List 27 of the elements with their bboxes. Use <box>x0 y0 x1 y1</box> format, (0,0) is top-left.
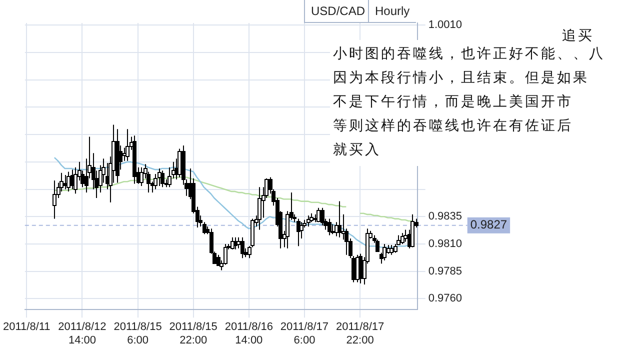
annotation: 小时图的吞噬线，也许正好不能、、八 <box>333 44 606 63</box>
text: 追买 <box>562 26 595 45</box>
chart-title: USD/CAD <box>304 0 372 23</box>
y-tick-label: 0.9785 <box>428 265 462 278</box>
annotation: 等则这样的吞噬线也许在有佐证后 <box>333 116 574 135</box>
annotation: 不是下午行情，而是晚上美国开市 <box>333 92 574 111</box>
x-tick-label: 2011/8/16 14:00 <box>224 321 273 346</box>
x-tick-label: 2011/8/11 <box>2 321 50 334</box>
candlestick <box>258 186 262 230</box>
ref-line-label: 0.9827 <box>470 218 508 232</box>
candlestick <box>52 180 56 220</box>
y-tick-label: 0.9810 <box>428 238 462 250</box>
x-tick-label: 2011/8/17 6:00 <box>280 321 329 346</box>
x-tick-label: 2011/8/15 6:00 <box>114 321 162 346</box>
x-tick-label: 2011/8/12 14:00 <box>58 321 106 346</box>
candlestick <box>132 135 136 184</box>
y-tick-label: 1.0010 <box>428 19 462 32</box>
annotation: 就买入 <box>333 140 382 159</box>
y-tick-label: 0.9835 <box>428 210 462 223</box>
chart-subtitle: Hourly <box>368 0 416 23</box>
candlestick <box>126 128 130 162</box>
candlestick <box>300 222 304 239</box>
annotation: 因为本段行情小，且结束。但是如果 <box>333 68 590 87</box>
x-tick-label: 2011/8/17 22:00 <box>336 321 384 346</box>
y-tick-label: 0.9760 <box>428 292 462 305</box>
x-tick-label: 2011/8/15 22:00 <box>169 321 218 346</box>
candlestick <box>116 128 120 184</box>
